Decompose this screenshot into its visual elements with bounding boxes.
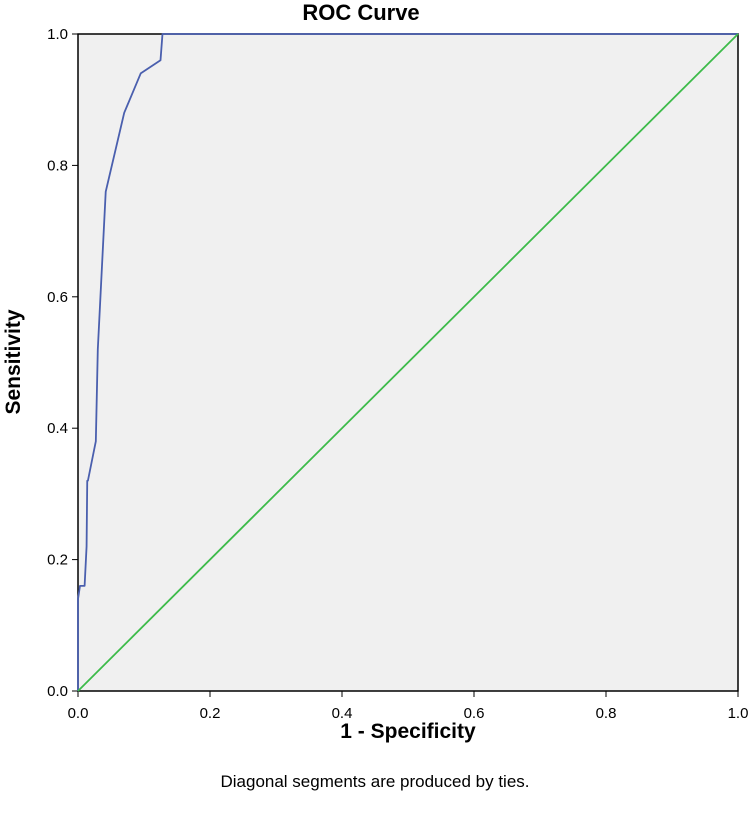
y-tick-label: 0.6 — [47, 289, 68, 306]
chart-title: ROC Curve — [302, 0, 419, 25]
x-tick-label: 0.6 — [464, 705, 485, 722]
y-tick-label: 0.0 — [47, 683, 68, 700]
x-tick-label: 0.8 — [596, 705, 617, 722]
x-tick-label: 0.2 — [200, 705, 221, 722]
footnote: Diagonal segments are produced by ties. — [220, 772, 529, 791]
x-axis-title: 1 - Specificity — [340, 720, 476, 743]
y-axis: 0.0 0.2 0.4 0.6 0.8 1.0 — [47, 26, 78, 700]
y-axis-title: Sensitivity — [2, 309, 25, 414]
x-tick-label: 1.0 — [728, 705, 749, 722]
y-tick-label: 0.2 — [47, 552, 68, 569]
series-layer — [77, 33, 739, 692]
reference-diagonal-line — [77, 33, 739, 692]
roc-curve-line — [77, 33, 738, 691]
y-tick-label: 0.8 — [47, 157, 68, 174]
x-axis: 0.0 0.2 0.4 0.6 0.8 1.0 — [68, 691, 749, 722]
y-tick-label: 0.4 — [47, 420, 68, 437]
y-tick-label: 1.0 — [47, 26, 68, 43]
x-tick-label: 0.0 — [68, 705, 89, 722]
x-tick-label: 0.4 — [332, 705, 353, 722]
